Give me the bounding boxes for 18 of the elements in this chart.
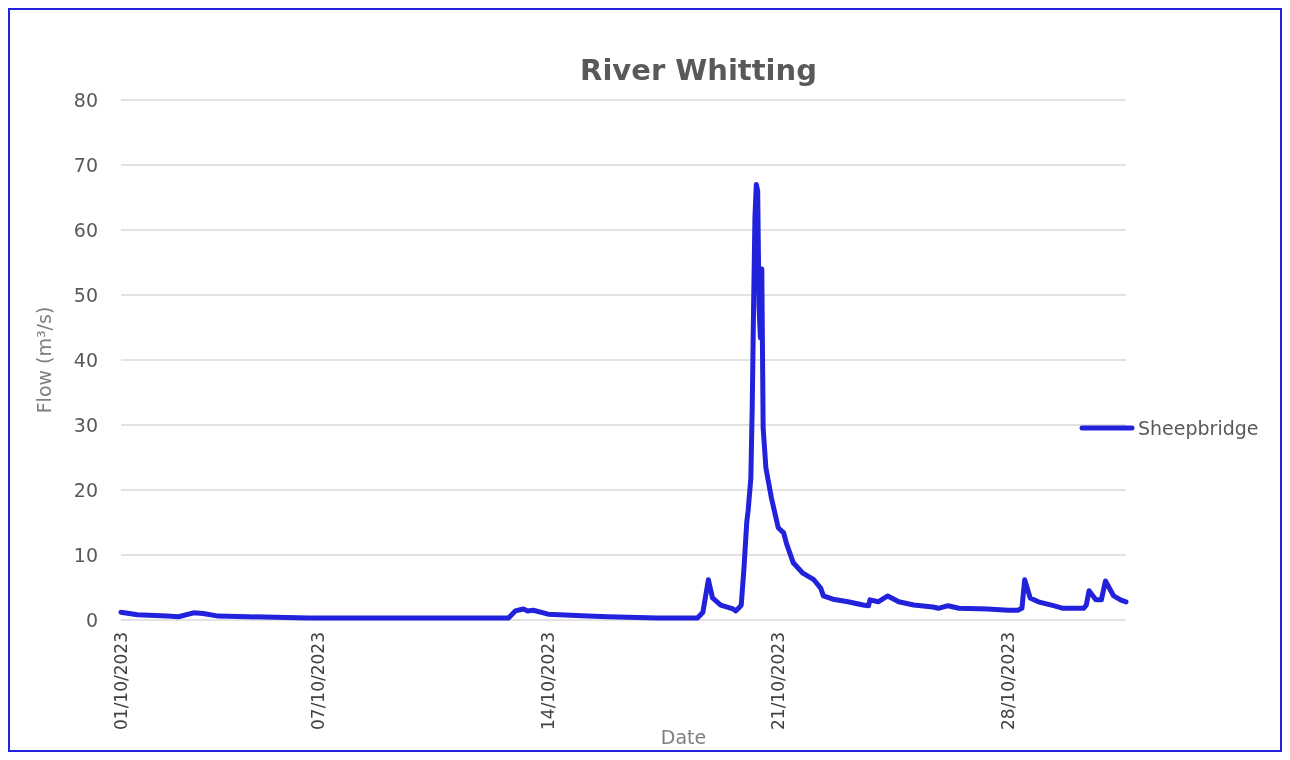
x-tick-label: 28/10/2023	[998, 632, 1019, 730]
x-tick-label: 07/10/2023	[308, 632, 329, 730]
y-tick-label: 30	[73, 413, 98, 436]
x-tick-label: 21/10/2023	[768, 632, 789, 730]
y-tick-label: 50	[73, 283, 98, 306]
x-axis-title: Date	[660, 726, 707, 748]
x-tick-label: 14/10/2023	[538, 632, 559, 730]
x-tick-label: 01/10/2023	[110, 632, 131, 730]
y-tick-label: 80	[73, 88, 98, 111]
legend-label: Sheepbridge	[1138, 416, 1259, 439]
y-tick-label: 40	[73, 348, 98, 371]
y-tick-label: 10	[73, 543, 98, 566]
y-axis-title: Flow (m³/s)	[33, 306, 55, 414]
y-tick-label: 70	[73, 153, 98, 176]
y-tick-label: 60	[73, 218, 98, 241]
y-tick-label: 0	[85, 608, 98, 631]
chart-title: River Whitting	[580, 53, 817, 87]
y-tick-label: 20	[73, 478, 98, 501]
